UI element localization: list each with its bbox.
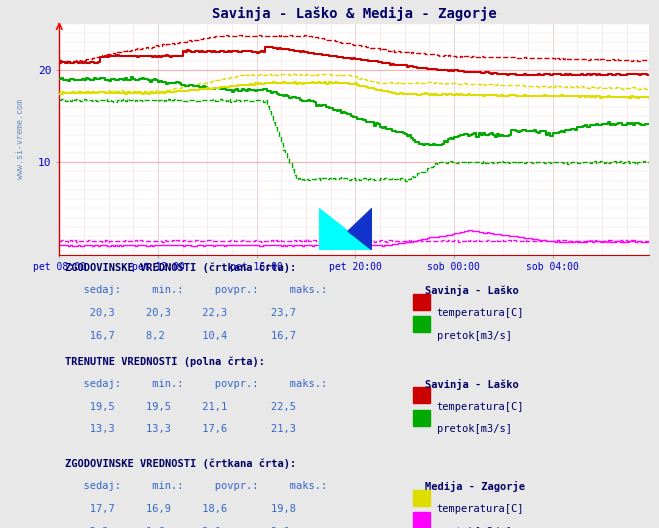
Bar <box>413 387 430 403</box>
Text: sedaj:     min.:     povpr.:     maks.:: sedaj: min.: povpr.: maks.: <box>71 285 328 295</box>
Text: 16,7     8,2      10,4       16,7: 16,7 8,2 10,4 16,7 <box>71 331 296 341</box>
Polygon shape <box>348 209 372 250</box>
Bar <box>413 316 430 332</box>
Title: Savinja - Laško & Medija - Zagorje: Savinja - Laško & Medija - Zagorje <box>212 7 497 21</box>
Text: www.si-vreme.com: www.si-vreme.com <box>16 99 26 179</box>
Polygon shape <box>319 209 372 250</box>
Text: Savinja - Laško: Savinja - Laško <box>425 285 519 296</box>
Bar <box>413 294 430 309</box>
Text: temperatura[C]: temperatura[C] <box>437 504 525 514</box>
Text: pretok[m3/s]: pretok[m3/s] <box>437 331 512 341</box>
Text: temperatura[C]: temperatura[C] <box>437 308 525 318</box>
Text: temperatura[C]: temperatura[C] <box>437 402 525 412</box>
Text: 2,2      1,6      2,0        3,0: 2,2 1,6 2,0 3,0 <box>71 527 290 528</box>
Text: 17,7     16,9     18,6       19,8: 17,7 16,9 18,6 19,8 <box>71 504 296 514</box>
Text: Medija - Zagorje: Medija - Zagorje <box>425 482 525 493</box>
Text: ZGODOVINSKE VREDNOSTI (črtkana črta):: ZGODOVINSKE VREDNOSTI (črtkana črta): <box>65 262 297 273</box>
Text: pretok[m3/s]: pretok[m3/s] <box>437 425 512 435</box>
Bar <box>413 489 430 505</box>
Text: pretok[m3/s]: pretok[m3/s] <box>437 527 512 528</box>
Text: sedaj:     min.:     povpr.:     maks.:: sedaj: min.: povpr.: maks.: <box>71 379 328 389</box>
Text: 20,3     20,3     22,3       23,7: 20,3 20,3 22,3 23,7 <box>71 308 296 318</box>
Text: sedaj:     min.:     povpr.:     maks.:: sedaj: min.: povpr.: maks.: <box>71 482 328 492</box>
Text: ZGODOVINSKE VREDNOSTI (črtkana črta):: ZGODOVINSKE VREDNOSTI (črtkana črta): <box>65 459 297 469</box>
Text: TRENUTNE VREDNOSTI (polna črta):: TRENUTNE VREDNOSTI (polna črta): <box>65 356 265 366</box>
Text: Savinja - Laško: Savinja - Laško <box>425 379 519 390</box>
Text: 19,5     19,5     21,1       22,5: 19,5 19,5 21,1 22,5 <box>71 402 296 412</box>
Text: 13,3     13,3     17,6       21,3: 13,3 13,3 17,6 21,3 <box>71 425 296 435</box>
Bar <box>413 410 430 426</box>
Bar <box>413 512 430 528</box>
